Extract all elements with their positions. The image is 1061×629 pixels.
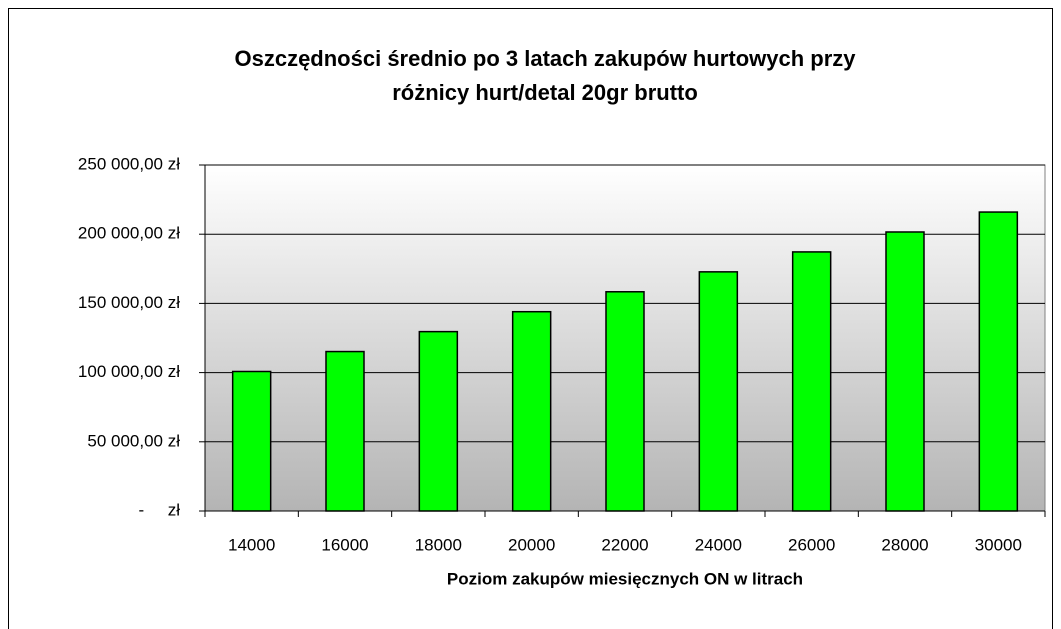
x-tick-label: 26000 [788,535,835,554]
x-tick-label: 30000 [975,535,1022,554]
y-tick-label: 100 000,00 zł [78,362,180,381]
bar [978,211,1019,512]
chart-title: Oszczędności średnio po 3 latach zakupów… [234,46,856,71]
x-tick-label: 20000 [508,535,555,554]
x-tick-label: 22000 [601,535,648,554]
bar [698,271,739,512]
y-tick-label: 200 000,00 zł [78,224,180,243]
bar [885,231,925,512]
bar [605,291,645,512]
bar [511,310,552,512]
bar [418,330,459,512]
bar [791,251,832,512]
chart-title: różnicy hurt/detal 20gr brutto [392,80,698,105]
x-tick-label: 18000 [415,535,462,554]
y-tick-label: 50 000,00 zł [87,431,180,450]
y-tick-label: - zł [138,500,180,519]
y-tick-label: 250 000,00 zł [78,154,180,173]
y-tick-label: 150 000,00 zł [78,293,180,312]
x-tick-label: 28000 [881,535,928,554]
x-tick-label: 14000 [228,535,275,554]
bar [325,350,365,512]
bar [231,370,272,512]
x-axis-title: Poziom zakupów miesięcznych ON w litrach [447,569,803,588]
x-tick-label: 24000 [695,535,742,554]
x-tick-label: 16000 [321,535,368,554]
